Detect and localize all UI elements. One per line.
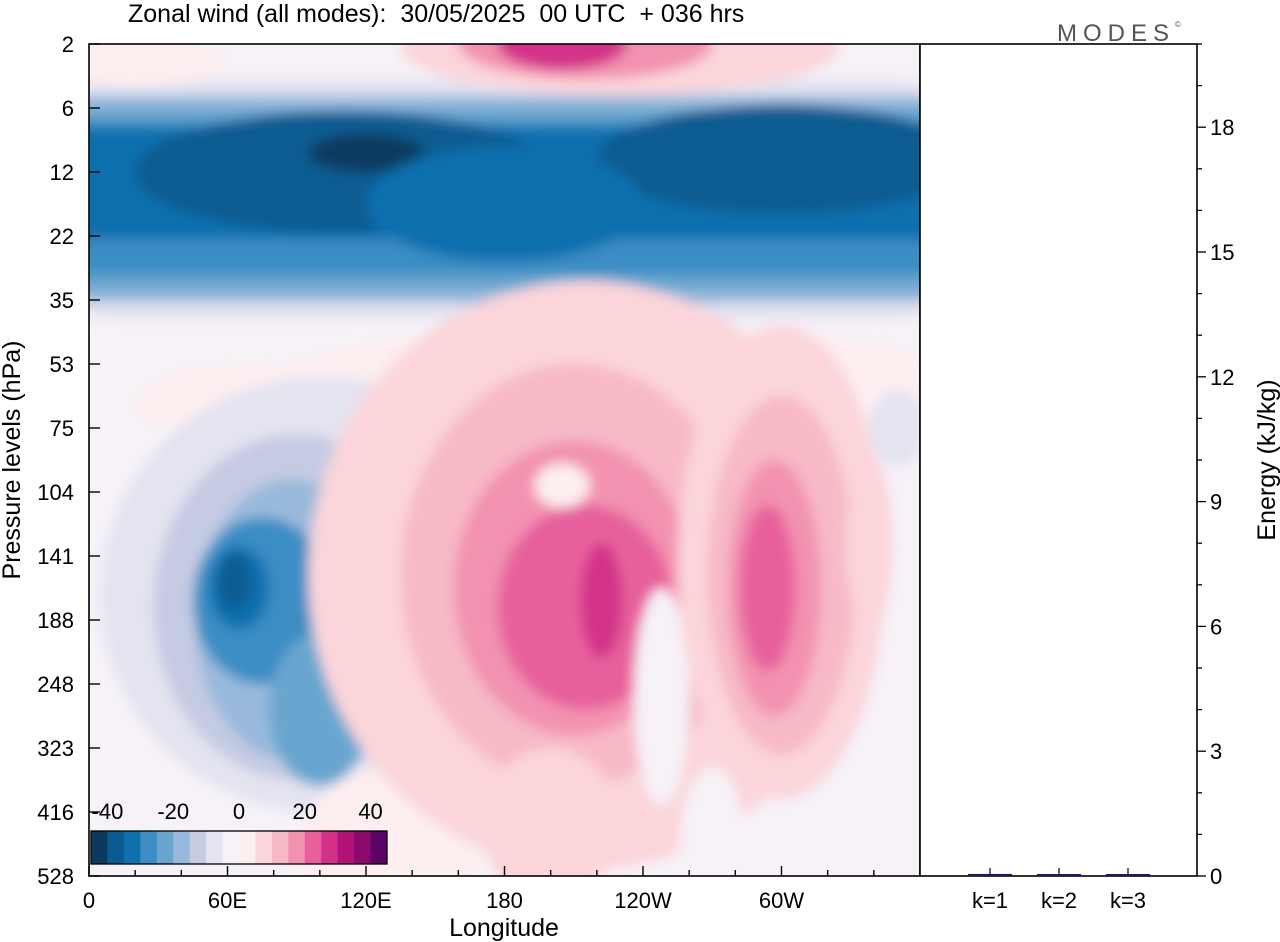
colorbar-tick-label: 0 [233, 799, 245, 824]
y-axis-label: Pressure levels (hPa) [0, 341, 26, 580]
energy-tick-label: 18 [1210, 115, 1234, 140]
x-tick-label: 60W [759, 888, 804, 913]
contour-region [497, 44, 627, 70]
y-tick-label: 12 [50, 160, 74, 185]
y-tick-label: 248 [37, 672, 74, 697]
colorbar-swatch [123, 831, 141, 864]
y-tick-label: 528 [37, 864, 74, 889]
energy-bar [968, 873, 1012, 876]
energy-tick-label: 9 [1210, 490, 1222, 515]
energy-category-label: k=1 [972, 888, 1008, 913]
y-tick-label: 53 [50, 352, 74, 377]
contour-region [308, 133, 424, 172]
contour-region [218, 552, 251, 611]
x-tick-label: 120E [340, 888, 391, 913]
contour-region [739, 504, 796, 672]
x-axis: 0 60E 120E 180 120W 60W [83, 866, 921, 913]
colorbar-swatch [156, 831, 174, 864]
colorbar-swatch [107, 831, 125, 864]
energy-axis-label: Energy (kJ/kg) [1253, 379, 1280, 540]
y-tick-label: 22 [50, 224, 74, 249]
contour-region [633, 588, 690, 806]
colorbar-swatch [321, 831, 339, 864]
colorbar-swatch [140, 831, 158, 864]
energy-bar [1106, 874, 1150, 876]
colorbar-swatch [206, 831, 224, 864]
x-axis-label: Longitude [449, 914, 559, 942]
contour-field [89, 44, 920, 876]
colorbar-swatch [255, 831, 273, 864]
y-tick-label: 323 [37, 736, 74, 761]
energy-bar [1037, 874, 1081, 876]
contour-region [481, 748, 620, 876]
chart-title: Zonal wind (all modes): 30/05/2025 00 UT… [128, 0, 745, 28]
y-tick-label: 416 [37, 800, 74, 825]
colorbar-swatch [189, 831, 207, 864]
energy-y-axis: 0 3 6 9 12 15 18 [1197, 43, 1234, 889]
colorbar-tick-label: 40 [358, 799, 382, 824]
colorbar-swatch [239, 831, 256, 864]
contour-region [869, 389, 920, 467]
y-tick-label: 6 [62, 96, 74, 121]
brand-mark: © [1175, 20, 1181, 29]
brand-text: MODES [1057, 20, 1176, 47]
y-tick-label: 2 [62, 32, 74, 57]
energy-panel-frame [919, 43, 1198, 877]
energy-tick-label: 12 [1210, 365, 1234, 390]
energy-tick-label: 6 [1210, 614, 1222, 639]
energy-category-label: k=3 [1110, 888, 1146, 913]
y-tick-label: 75 [50, 416, 74, 441]
contour-region [679, 767, 745, 876]
colorbar-swatch [288, 831, 306, 864]
contour-region [580, 543, 623, 659]
energy-tick-label: 0 [1210, 864, 1222, 889]
colorbar-swatch [370, 831, 388, 864]
energy-tick-label: 15 [1210, 240, 1234, 265]
y-axis: 2 6 12 22 35 53 75 104 141 188 248 323 416 528 [37, 32, 100, 889]
x-tick-label: 60E [208, 888, 247, 913]
colorbar-tick-label: 20 [293, 799, 317, 824]
y-tick-label: 141 [37, 544, 74, 569]
y-tick-label: 35 [50, 288, 74, 313]
contour-region [846, 453, 893, 633]
colorbar-tick-label: -40 [92, 799, 124, 824]
colorbar-tick-label: -20 [157, 799, 189, 824]
y-tick-label: 188 [37, 608, 74, 633]
colorbar-swatch [173, 831, 191, 864]
colorbar-swatch [354, 831, 372, 864]
brand-logo: MODES© [1057, 20, 1181, 48]
contour-region [366, 146, 643, 262]
contour-region [596, 104, 920, 214]
x-tick-label: 0 [83, 888, 95, 913]
energy-tick-label: 3 [1210, 739, 1222, 764]
colorbar-frame [90, 830, 388, 865]
y-tick-label: 104 [37, 480, 74, 505]
colorbar-swatch [222, 831, 240, 864]
colorbar-swatch [337, 831, 355, 864]
energy-bars: k=1 k=2 k=3 [968, 868, 1150, 913]
x-tick-label: 180 [486, 888, 523, 913]
contour-region [534, 463, 590, 508]
contour-region [89, 44, 228, 86]
colorbar-swatch [271, 831, 289, 864]
colorbar-swatch [91, 831, 108, 864]
colorbar: -40 -20 0 20 40 [90, 799, 388, 865]
x-tick-label: 120W [614, 888, 672, 913]
colorbar-swatch [304, 831, 322, 864]
energy-category-label: k=2 [1041, 888, 1077, 913]
